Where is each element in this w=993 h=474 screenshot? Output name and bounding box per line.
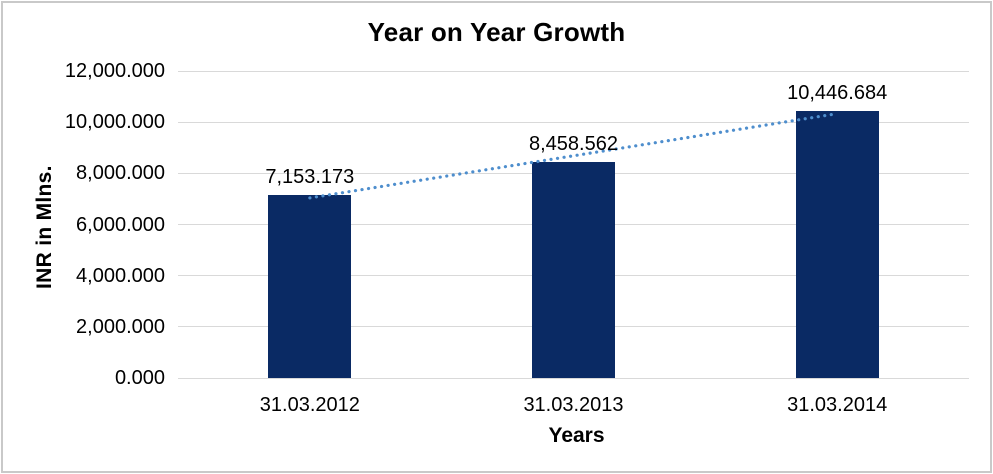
x-axis-title: Years [548,424,605,447]
bar [532,161,615,378]
bar [795,110,879,378]
y-tick-label: 12,000.000 [64,60,165,82]
bar-value-label: 7,153.173 [265,165,355,188]
bar-value-label: 8,458.562 [529,132,618,155]
x-tick-label: 31.03.2013 [523,394,624,416]
y-tick-label: 6,000.000 [76,213,165,236]
x-tick-label: 31.03.2012 [259,394,360,416]
gridline [178,70,969,72]
y-tick-label: 4,000.000 [76,264,165,287]
y-tick-label: 10,000.000 [64,111,165,134]
y-tick-label: 0.000 [114,367,165,389]
y-tick-label: 8,000.000 [76,162,165,185]
x-tick-label: 31.03.2014 [787,394,888,416]
chart-title: Year on Year Growth [367,17,626,47]
gridline [178,377,969,379]
bar-value-label: 10,446.684 [787,81,888,104]
y-tick-label: 2,000.000 [76,315,165,338]
bar [268,194,352,378]
